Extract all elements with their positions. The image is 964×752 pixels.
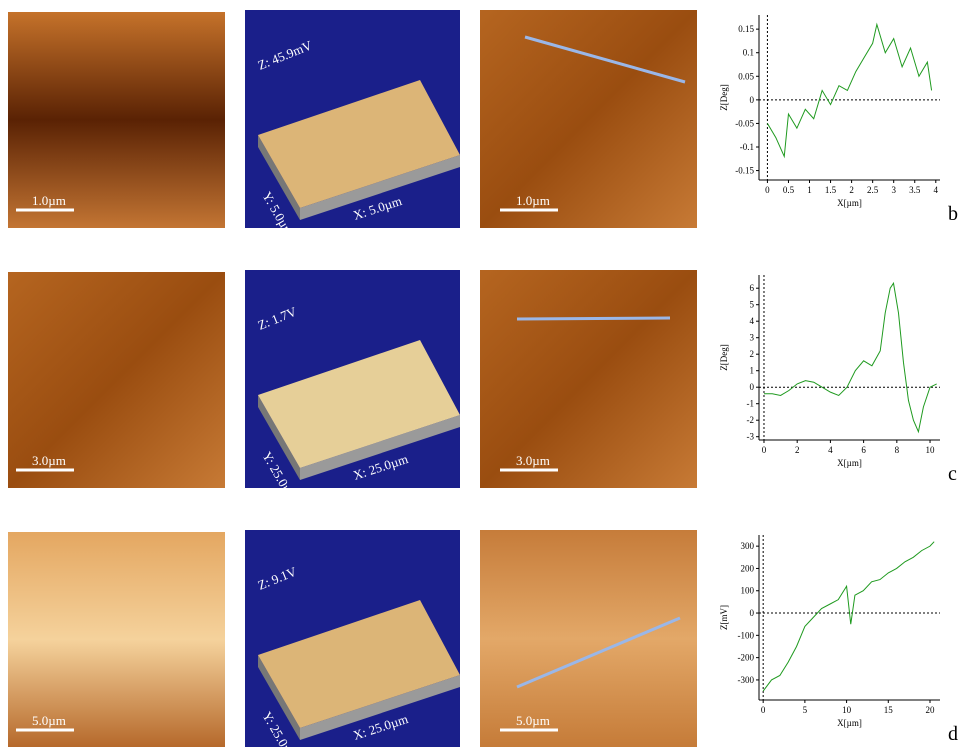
y-tick-label: 6 <box>750 283 755 293</box>
y-tick-label: 0.1 <box>743 48 754 58</box>
scale-bar-label: 3.0µm <box>516 453 550 468</box>
x-tick-label: 0 <box>762 445 767 455</box>
profile-curve <box>767 24 931 156</box>
y-tick-label: 100 <box>741 586 755 596</box>
y-tick-label: -1 <box>747 399 755 409</box>
panel-letter: c <box>948 463 957 485</box>
y-tick-label: -2 <box>747 415 755 425</box>
x-tick-label: 10 <box>926 445 936 455</box>
x-tick-label: 3 <box>891 185 896 195</box>
profile-curve <box>763 542 934 691</box>
scale-bar-label: 1.0µm <box>516 193 550 208</box>
y-tick-label: 0.15 <box>738 24 754 34</box>
x-tick-label: 5 <box>803 705 808 715</box>
y-tick-label: 1 <box>750 366 755 376</box>
x-tick-label: 15 <box>884 705 894 715</box>
y-tick-label: -0.15 <box>735 166 754 176</box>
scale-bar-label: 3.0µm <box>32 453 66 468</box>
y-tick-label: 0 <box>750 608 755 618</box>
profile-line <box>517 318 670 319</box>
y-tick-label: 0 <box>750 95 755 105</box>
x-tick-label: 1 <box>807 185 812 195</box>
y-axis-title: Z[Deg] <box>719 84 729 111</box>
x-tick-label: 20 <box>925 705 935 715</box>
x-tick-label: 2.5 <box>867 185 879 195</box>
x-tick-label: 4 <box>828 445 833 455</box>
y-tick-label: 0 <box>750 382 755 392</box>
x-axis-title: X[µm] <box>837 718 862 728</box>
y-tick-label: 2 <box>750 349 755 359</box>
y-tick-label: -3 <box>747 432 755 442</box>
afm-image <box>480 10 697 228</box>
x-tick-label: 0 <box>765 185 770 195</box>
y-tick-label: 4 <box>750 316 755 326</box>
y-axis-title: Z[mV] <box>719 605 729 630</box>
y-tick-label: 0.05 <box>738 71 754 81</box>
scale-bar-label: 5.0µm <box>32 713 66 728</box>
afm-image <box>480 530 697 747</box>
y-tick-label: -200 <box>738 653 755 663</box>
x-tick-label: 2 <box>849 185 854 195</box>
x-tick-label: 8 <box>895 445 900 455</box>
panel-letter: d <box>948 723 958 745</box>
profile-curve <box>764 283 937 432</box>
x-axis-title: X[µm] <box>837 458 862 468</box>
y-tick-label: -100 <box>738 630 755 640</box>
y-tick-label: 3 <box>750 333 755 343</box>
scale-bar-label: 1.0µm <box>32 193 66 208</box>
x-tick-label: 2 <box>795 445 800 455</box>
x-axis-title: X[µm] <box>837 198 862 208</box>
x-tick-label: 10 <box>842 705 852 715</box>
x-tick-label: 4 <box>934 185 939 195</box>
y-tick-label: 5 <box>750 300 755 310</box>
figure: 1.0µm1.0µmZ: 45.9mVY: 5.0µmX: 5.0µmb3.0µ… <box>0 0 964 747</box>
y-tick-label: 300 <box>741 541 755 551</box>
y-tick-label: -0.05 <box>735 118 754 128</box>
y-tick-label: -300 <box>738 675 755 685</box>
x-tick-label: 0.5 <box>783 185 795 195</box>
x-tick-label: 3.5 <box>909 185 921 195</box>
y-axis-title: Z[Deg] <box>719 344 729 371</box>
y-tick-label: 200 <box>741 563 755 573</box>
panel-letter: b <box>948 203 958 225</box>
scale-bar-label: 5.0µm <box>516 713 550 728</box>
page: {"panels":[ {"scale":"1.0µm","z":"Z: 45.… <box>0 0 964 747</box>
x-tick-label: 0 <box>761 705 766 715</box>
afm-image <box>480 270 697 488</box>
y-tick-label: -0.1 <box>740 142 754 152</box>
x-tick-label: 1.5 <box>825 185 837 195</box>
x-tick-label: 6 <box>861 445 866 455</box>
